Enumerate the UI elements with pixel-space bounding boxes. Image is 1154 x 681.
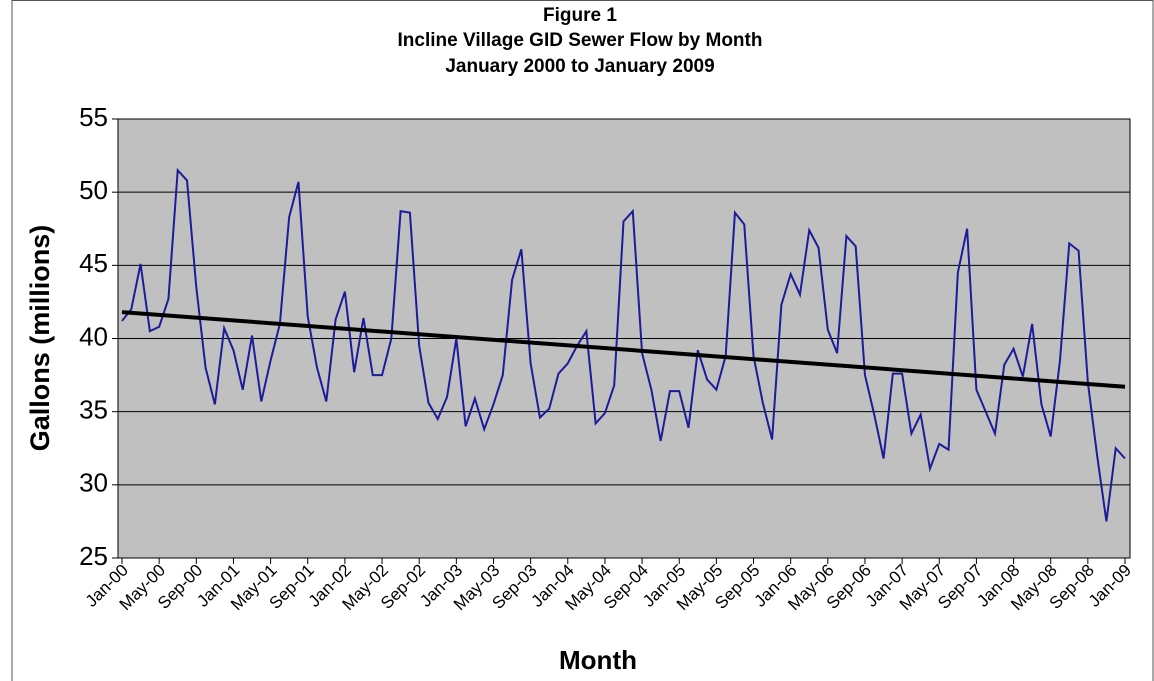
data-line: [121, 167, 1126, 522]
chart-title: Incline Village GID Sewer Flow by Month: [398, 30, 763, 51]
y-tick-label: 45: [79, 248, 108, 278]
y-tick-label: 35: [79, 395, 108, 425]
trend-line: [121, 310, 1126, 389]
y-tick-label: 50: [79, 175, 108, 205]
chart-title: January 2000 to January 2009: [445, 56, 714, 77]
y-tick-label: 25: [79, 541, 108, 571]
y-tick-label: 30: [79, 468, 108, 498]
x-tick-label: Jan-09: [1085, 561, 1135, 611]
chart-title: Figure 1: [543, 5, 617, 26]
y-axis-title: Gallons (millions): [25, 225, 55, 452]
x-axis-title: Month: [559, 645, 637, 675]
y-tick-label: 55: [79, 102, 108, 132]
frame: [11, 0, 1154, 681]
y-tick-label: 40: [79, 321, 108, 351]
